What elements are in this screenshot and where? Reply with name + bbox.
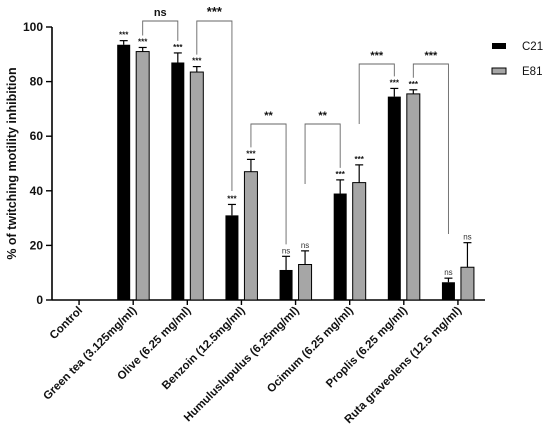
comparison-label: *** [207,4,223,19]
comparison-label: *** [370,50,384,62]
y-axis-title: % of twitching motility inhibition [5,67,19,259]
x-tick-label: Control [48,305,85,342]
significance-label: *** [390,78,400,87]
significance-label: *** [173,43,183,52]
comparison-bracket [196,20,233,191]
legend: C21 E81 [491,41,543,78]
significance-label: ns [463,233,471,242]
y-tick-label: 60 [30,129,44,143]
comparison-bracket [304,123,341,184]
significance-label: *** [246,149,256,158]
significance-label: *** [355,155,365,164]
bar-c21 [171,62,185,300]
bar-e81 [298,264,313,301]
legend-label-e81: E81 [522,66,542,78]
annotations: *** *** *** ns *** *** ns *** *** *** ns *** *** ns ns… [119,4,472,277]
legend-label-c21: C21 [522,41,543,53]
bars [117,40,475,301]
significance-label: ns [301,241,309,250]
comparison-bracket [412,63,449,234]
y-tick-label: 0 [36,293,43,307]
legend-swatch-e81 [491,67,507,75]
bar-e81 [406,93,421,301]
bar-c21 [387,96,401,301]
bar-c21 [441,282,455,300]
y-tick-label: 80 [30,75,44,89]
bar-c21 [279,269,293,300]
x-tick-label: Green tea (3.125mg/ml) [41,305,139,403]
x-tick-label: Humuluslupulus (6.25mg/ml) [182,305,302,425]
comparison-bracket [358,63,395,124]
significance-label: *** [336,170,346,179]
y-tick-label: 20 [30,238,44,252]
x-tick-label: Ruta graveolens (12.5 mg/ml) [343,305,465,427]
comparison-bracket [142,20,179,41]
bar-e81 [189,71,204,301]
bar-e81 [460,266,475,301]
significance-label: ns [444,268,452,277]
significance-label: *** [409,80,419,89]
comparison-label: ** [264,110,273,122]
significance-label: ns [282,246,290,255]
bar-e81 [352,182,367,301]
comparison-label: ns [154,7,167,19]
comparison-bracket [250,123,287,245]
bar-c21 [225,215,239,300]
significance-label: *** [192,57,202,66]
bar-c21 [117,44,131,301]
comparison-label: ** [318,110,327,122]
legend-swatch-c21 [492,43,506,49]
significance-label: *** [119,31,129,40]
significance-label: *** [138,37,148,46]
bar-e81 [135,51,150,301]
bar-e81 [243,171,258,301]
comparison-label: *** [424,50,438,62]
y-tick-label: 40 [30,184,44,198]
y-tick-label: 100 [23,20,43,34]
significance-label: *** [227,194,237,203]
bar-c21 [333,193,347,300]
